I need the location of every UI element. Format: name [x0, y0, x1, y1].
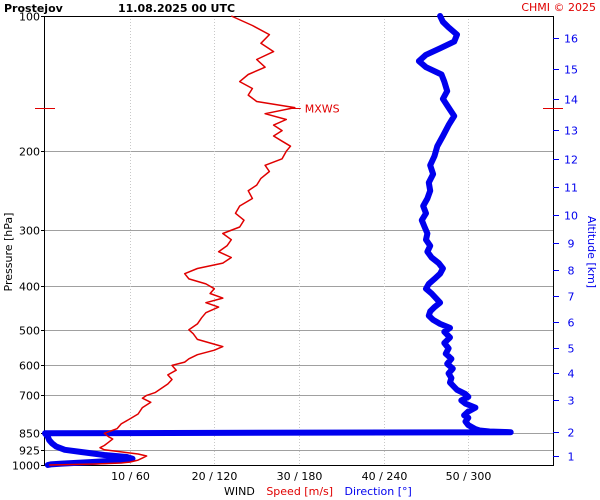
- altitude-tick-label: 16: [564, 33, 578, 46]
- plot-frame: [44, 16, 554, 466]
- x-axis-label: WIND Speed [m/s] Direction [°]: [224, 485, 412, 498]
- pressure-tick-label: 500: [19, 325, 40, 338]
- altitude-tick-label: 4: [568, 368, 575, 381]
- x-tick-label: 40 / 240: [362, 470, 408, 483]
- altitude-tick-label: 13: [564, 125, 578, 138]
- x-tick-label: 10 / 60: [111, 470, 150, 483]
- series-layer: [42, 13, 514, 468]
- altitude-tick-label: 1: [568, 451, 575, 464]
- altitude-tick-label: 3: [568, 395, 575, 408]
- pressure-tick-label: 300: [19, 225, 40, 238]
- altitude-tick-label: 2: [568, 427, 575, 440]
- station-name: Prostejov: [4, 2, 64, 15]
- pressure-tick-label: 600: [19, 360, 40, 373]
- pressure-tick-label: 850: [19, 428, 40, 441]
- direction-series-line: [42, 13, 514, 468]
- x-tick-label: 20 / 120: [192, 470, 238, 483]
- pressure-tick-label: 400: [19, 281, 40, 294]
- altitude-tick-label: 14: [564, 94, 578, 107]
- altitude-tick-label: 9: [568, 238, 575, 251]
- pressure-tick-label: 200: [19, 146, 40, 159]
- altitude-axis-label: Altitude [km]: [585, 216, 598, 288]
- pressure-axis: 100 200 300 400 500 600 700 850 925 1000: [12, 11, 45, 473]
- altitude-tick-label: 6: [568, 317, 575, 330]
- grid-lines: [45, 16, 553, 465]
- altitude-tick-label: 12: [564, 154, 578, 167]
- x-axis-label-prefix: WIND: [224, 485, 255, 498]
- max-wind-marker: MXWS: [35, 103, 563, 116]
- pressure-tick-label: 100: [19, 11, 40, 24]
- pressure-tick-label: 925: [19, 445, 40, 458]
- mxws-label: MXWS: [305, 103, 340, 116]
- sounding-datetime: 11.08.2025 00 UTC: [118, 2, 235, 15]
- x-axis-label-direction: Direction [°]: [345, 485, 412, 498]
- x-axis-label-speed: Speed [m/s]: [266, 485, 333, 498]
- x-axis: 10 / 60 20 / 120 30 / 180 40 / 240 50 / 300: [111, 470, 491, 483]
- pressure-tick-label: 700: [19, 390, 40, 403]
- pressure-tick-label: 1000: [12, 460, 40, 473]
- credit-label: CHMI © 2025: [521, 1, 596, 14]
- altitude-tick-label: 5: [568, 343, 575, 356]
- altitude-tick-label: 15: [564, 64, 578, 77]
- altitude-tick-label: 7: [568, 291, 575, 304]
- pressure-axis-label: Pressure [hPa]: [2, 213, 15, 292]
- altitude-tick-label: 10: [564, 210, 578, 223]
- x-tick-label: 50 / 300: [446, 470, 492, 483]
- speed-series-line: [49, 15, 296, 466]
- altitude-tick-label: 11: [564, 182, 578, 195]
- x-tick-label: 30 / 180: [277, 470, 323, 483]
- altitude-tick-label: 8: [568, 265, 575, 278]
